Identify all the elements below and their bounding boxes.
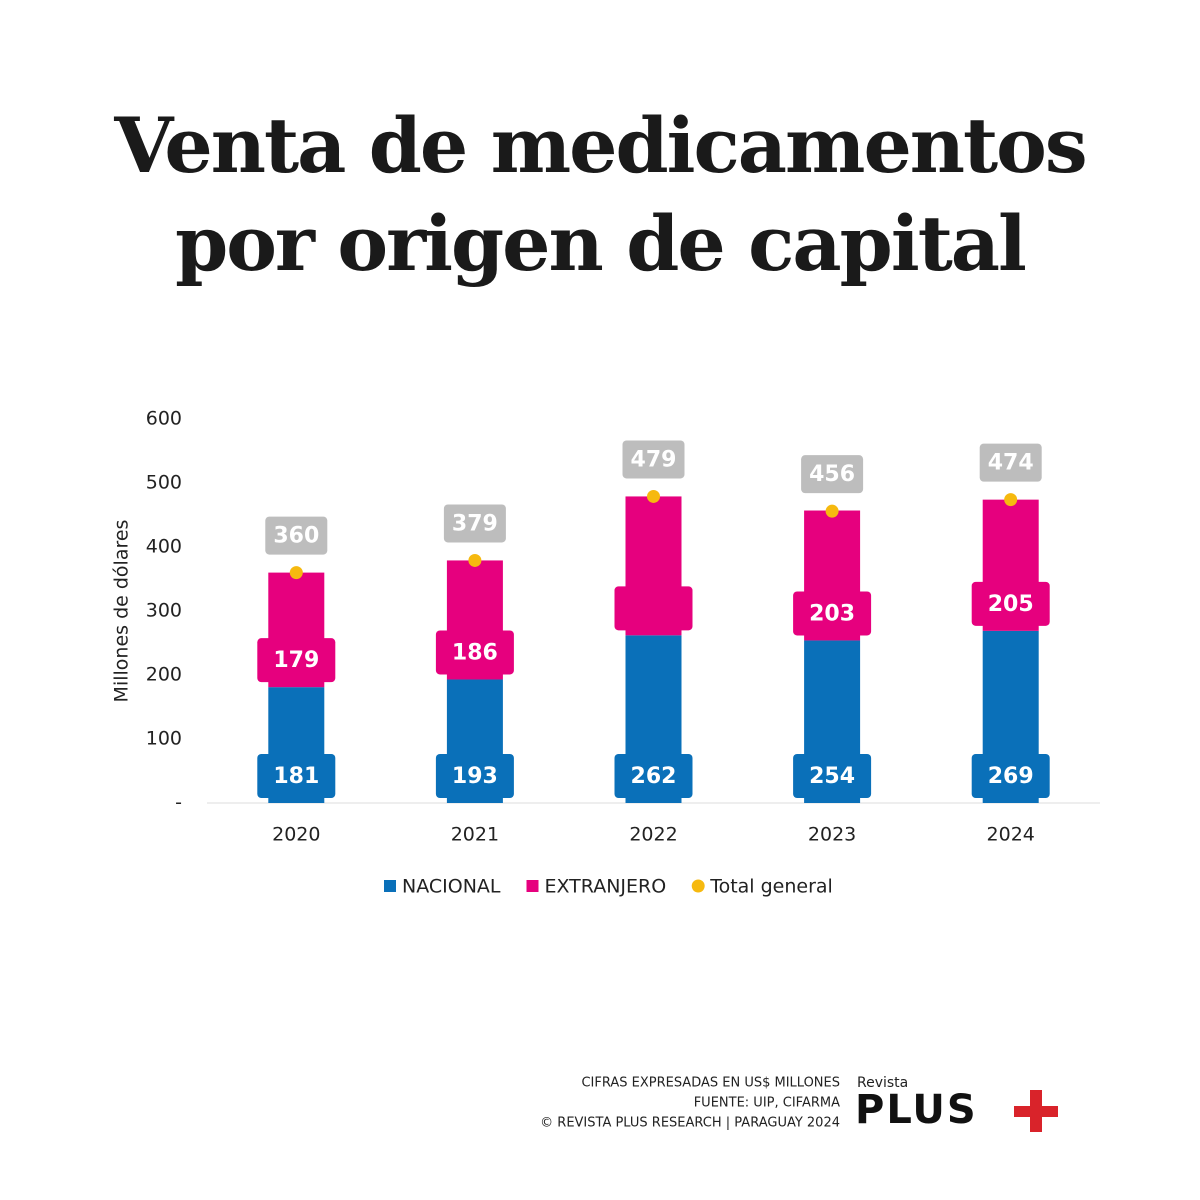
chart-title: por origen de capital bbox=[175, 199, 1025, 288]
total-dot bbox=[1004, 493, 1018, 507]
logo: PLUS bbox=[855, 1087, 978, 1133]
total-dot bbox=[289, 566, 303, 580]
y-tick-label: 600 bbox=[146, 408, 182, 430]
y-tick-label: - bbox=[175, 792, 182, 814]
value-label-box bbox=[793, 591, 872, 636]
y-tick-label: 300 bbox=[146, 600, 182, 622]
value-label-box bbox=[971, 581, 1050, 626]
value-label-box bbox=[614, 754, 693, 798]
total-label: 474 bbox=[988, 451, 1034, 476]
total-label-box bbox=[801, 455, 864, 494]
y-tick-label: 400 bbox=[146, 536, 182, 558]
value-label-box bbox=[257, 754, 336, 798]
total-dot bbox=[647, 489, 660, 503]
x-tick-label: 2020 bbox=[272, 824, 320, 846]
y-tick-label: 100 bbox=[146, 728, 182, 750]
total-label-box bbox=[979, 443, 1042, 482]
value-label-box bbox=[435, 630, 514, 675]
total-dot bbox=[468, 553, 482, 567]
value-label: 181 bbox=[273, 764, 319, 789]
y-tick-label: 500 bbox=[146, 472, 182, 494]
x-tick-label: 2022 bbox=[629, 824, 677, 846]
chart-title: Venta de medicamentos bbox=[113, 101, 1085, 190]
legend-label: Total general bbox=[709, 876, 833, 898]
value-label: 179 bbox=[273, 648, 319, 673]
total-label: 479 bbox=[631, 447, 677, 472]
x-tick-label: 2024 bbox=[987, 824, 1035, 846]
footnote: FUENTE: UIP, CIFARMA bbox=[694, 1096, 840, 1111]
value-label-box bbox=[614, 586, 693, 631]
x-tick-label: 2021 bbox=[451, 824, 499, 846]
y-tick-label: 200 bbox=[146, 664, 182, 686]
total-label: 360 bbox=[273, 524, 319, 549]
value-label: 254 bbox=[809, 764, 855, 789]
value-label: 262 bbox=[631, 764, 677, 789]
footnote: CIFRAS EXPRESADAS EN US$ MILLONES bbox=[581, 1076, 840, 1091]
total-label: 379 bbox=[452, 511, 498, 536]
logo-cross bbox=[1030, 1090, 1042, 1132]
value-label-box bbox=[435, 754, 514, 798]
total-dot bbox=[825, 504, 839, 518]
legend-swatch bbox=[526, 880, 539, 892]
total-label: 456 bbox=[809, 462, 855, 487]
x-tick-label: 2023 bbox=[808, 824, 856, 846]
value-label-box bbox=[257, 638, 336, 683]
legend-swatch bbox=[384, 880, 396, 892]
value-label-box bbox=[971, 754, 1050, 798]
value-label-box bbox=[793, 754, 872, 798]
value-label: 205 bbox=[988, 592, 1034, 617]
y-axis-title: Millones de dólares bbox=[111, 520, 133, 703]
legend-label: EXTRANJERO bbox=[545, 876, 667, 898]
value-label: 269 bbox=[988, 764, 1034, 789]
value-label: 203 bbox=[809, 601, 855, 626]
legend-label: NACIONAL bbox=[402, 876, 501, 898]
total-label-box bbox=[622, 440, 685, 479]
footnote: © REVISTA PLUS RESEARCH | PARAGUAY 2024 bbox=[540, 1116, 840, 1131]
value-label: 193 bbox=[452, 764, 498, 789]
total-label-box bbox=[443, 504, 506, 543]
legend-swatch bbox=[691, 879, 705, 893]
total-label-box bbox=[265, 516, 328, 555]
logo-small: Revista bbox=[857, 1075, 908, 1091]
value-label: 186 bbox=[452, 640, 498, 665]
